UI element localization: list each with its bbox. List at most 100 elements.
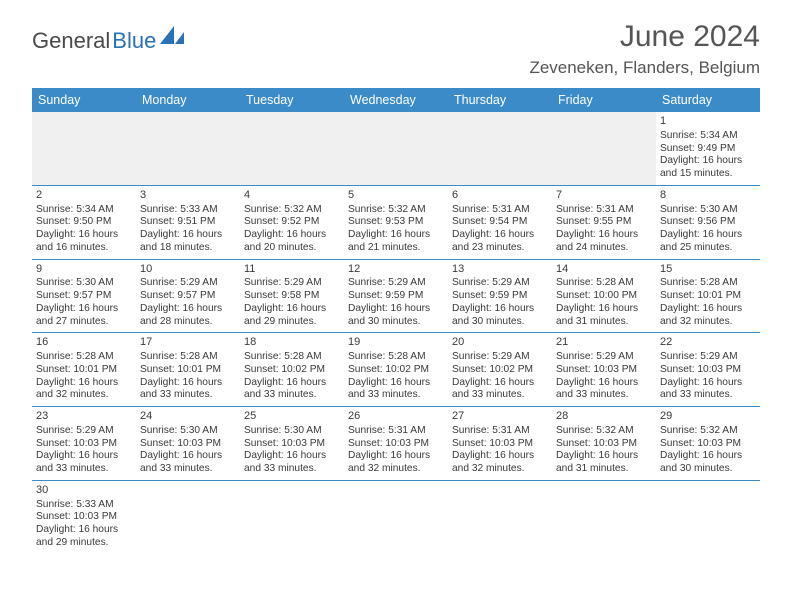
- day-sunset: Sunset: 10:03 PM: [452, 438, 548, 451]
- day-sunset: Sunset: 10:01 PM: [660, 290, 756, 303]
- calendar-week: 16Sunrise: 5:28 AMSunset: 10:01 PMDaylig…: [32, 333, 760, 407]
- day-sunset: Sunset: 9:55 PM: [556, 216, 652, 229]
- day-sunrise: Sunrise: 5:29 AM: [556, 351, 652, 364]
- day-number: 24: [140, 410, 236, 424]
- day-number: 14: [556, 263, 652, 277]
- day-sunrise: Sunrise: 5:29 AM: [36, 425, 132, 438]
- calendar-day-cell: 17Sunrise: 5:28 AMSunset: 10:01 PMDaylig…: [136, 333, 240, 406]
- weekday-label: Thursday: [448, 88, 552, 112]
- calendar-day-cell: 5Sunrise: 5:32 AMSunset: 9:53 PMDaylight…: [344, 186, 448, 259]
- day-number: 5: [348, 189, 444, 203]
- day-sunrise: Sunrise: 5:29 AM: [348, 277, 444, 290]
- day-daylight1: Daylight: 16 hours: [452, 229, 548, 242]
- day-sunrise: Sunrise: 5:32 AM: [660, 425, 756, 438]
- day-sunset: Sunset: 9:59 PM: [452, 290, 548, 303]
- day-daylight2: and 16 minutes.: [36, 242, 132, 255]
- calendar-empty-cell: [136, 112, 240, 185]
- day-sunset: Sunset: 10:02 PM: [452, 364, 548, 377]
- calendar-empty-cell: [656, 481, 760, 554]
- calendar-empty-cell: [552, 112, 656, 185]
- day-sunset: Sunset: 10:03 PM: [36, 438, 132, 451]
- day-daylight2: and 30 minutes.: [348, 316, 444, 329]
- day-daylight2: and 30 minutes.: [660, 463, 756, 476]
- calendar-table: Sunday Monday Tuesday Wednesday Thursday…: [32, 88, 760, 554]
- day-number: 15: [660, 263, 756, 277]
- calendar-empty-cell: [344, 481, 448, 554]
- day-daylight1: Daylight: 16 hours: [140, 303, 236, 316]
- day-sunrise: Sunrise: 5:33 AM: [36, 499, 132, 512]
- calendar-day-cell: 4Sunrise: 5:32 AMSunset: 9:52 PMDaylight…: [240, 186, 344, 259]
- day-daylight1: Daylight: 16 hours: [348, 377, 444, 390]
- sail-icon: [160, 26, 186, 51]
- day-number: 22: [660, 336, 756, 350]
- day-sunrise: Sunrise: 5:34 AM: [36, 204, 132, 217]
- calendar-day-cell: 2Sunrise: 5:34 AMSunset: 9:50 PMDaylight…: [32, 186, 136, 259]
- day-sunrise: Sunrise: 5:29 AM: [452, 351, 548, 364]
- calendar-day-cell: 28Sunrise: 5:32 AMSunset: 10:03 PMDaylig…: [552, 407, 656, 480]
- day-sunrise: Sunrise: 5:31 AM: [556, 204, 652, 217]
- day-daylight2: and 33 minutes.: [36, 463, 132, 476]
- day-sunrise: Sunrise: 5:34 AM: [660, 130, 756, 143]
- day-daylight2: and 29 minutes.: [36, 537, 132, 550]
- day-daylight1: Daylight: 16 hours: [244, 377, 340, 390]
- day-daylight1: Daylight: 16 hours: [36, 524, 132, 537]
- day-sunset: Sunset: 10:03 PM: [140, 438, 236, 451]
- day-number: 25: [244, 410, 340, 424]
- day-sunrise: Sunrise: 5:28 AM: [140, 351, 236, 364]
- day-daylight2: and 32 minutes.: [452, 463, 548, 476]
- day-number: 7: [556, 189, 652, 203]
- day-sunrise: Sunrise: 5:32 AM: [244, 204, 340, 217]
- calendar-empty-cell: [344, 112, 448, 185]
- day-daylight1: Daylight: 16 hours: [660, 303, 756, 316]
- day-sunset: Sunset: 9:57 PM: [140, 290, 236, 303]
- day-daylight2: and 20 minutes.: [244, 242, 340, 255]
- day-sunset: Sunset: 10:03 PM: [348, 438, 444, 451]
- day-sunset: Sunset: 9:52 PM: [244, 216, 340, 229]
- day-sunset: Sunset: 10:03 PM: [36, 511, 132, 524]
- day-daylight2: and 21 minutes.: [348, 242, 444, 255]
- day-daylight2: and 30 minutes.: [452, 316, 548, 329]
- day-sunrise: Sunrise: 5:28 AM: [660, 277, 756, 290]
- calendar-day-cell: 12Sunrise: 5:29 AMSunset: 9:59 PMDayligh…: [344, 260, 448, 333]
- calendar-day-cell: 22Sunrise: 5:29 AMSunset: 10:03 PMDaylig…: [656, 333, 760, 406]
- calendar-empty-cell: [552, 481, 656, 554]
- day-daylight1: Daylight: 16 hours: [556, 377, 652, 390]
- day-number: 18: [244, 336, 340, 350]
- day-number: 8: [660, 189, 756, 203]
- calendar-day-cell: 24Sunrise: 5:30 AMSunset: 10:03 PMDaylig…: [136, 407, 240, 480]
- day-daylight2: and 31 minutes.: [556, 316, 652, 329]
- calendar-day-cell: 18Sunrise: 5:28 AMSunset: 10:02 PMDaylig…: [240, 333, 344, 406]
- day-daylight1: Daylight: 16 hours: [348, 450, 444, 463]
- calendar-day-cell: 3Sunrise: 5:33 AMSunset: 9:51 PMDaylight…: [136, 186, 240, 259]
- weekday-label: Sunday: [32, 88, 136, 112]
- day-daylight2: and 25 minutes.: [660, 242, 756, 255]
- day-sunset: Sunset: 10:01 PM: [140, 364, 236, 377]
- day-sunrise: Sunrise: 5:28 AM: [36, 351, 132, 364]
- day-sunrise: Sunrise: 5:31 AM: [452, 204, 548, 217]
- calendar-week: 23Sunrise: 5:29 AMSunset: 10:03 PMDaylig…: [32, 407, 760, 481]
- day-daylight1: Daylight: 16 hours: [244, 450, 340, 463]
- brand-logo: GeneralBlue: [32, 28, 186, 54]
- day-sunset: Sunset: 10:03 PM: [660, 364, 756, 377]
- month-title: June 2024: [529, 20, 760, 54]
- day-daylight1: Daylight: 16 hours: [348, 229, 444, 242]
- day-daylight2: and 32 minutes.: [36, 389, 132, 402]
- day-sunset: Sunset: 10:02 PM: [244, 364, 340, 377]
- calendar-day-cell: 25Sunrise: 5:30 AMSunset: 10:03 PMDaylig…: [240, 407, 344, 480]
- day-number: 11: [244, 263, 340, 277]
- day-sunrise: Sunrise: 5:30 AM: [140, 425, 236, 438]
- brand-text-2: Blue: [112, 28, 156, 54]
- calendar-day-cell: 20Sunrise: 5:29 AMSunset: 10:02 PMDaylig…: [448, 333, 552, 406]
- calendar-day-cell: 19Sunrise: 5:28 AMSunset: 10:02 PMDaylig…: [344, 333, 448, 406]
- calendar-week: 1Sunrise: 5:34 AMSunset: 9:49 PMDaylight…: [32, 112, 760, 186]
- calendar-day-cell: 21Sunrise: 5:29 AMSunset: 10:03 PMDaylig…: [552, 333, 656, 406]
- calendar-day-cell: 1Sunrise: 5:34 AMSunset: 9:49 PMDaylight…: [656, 112, 760, 185]
- day-daylight1: Daylight: 16 hours: [36, 229, 132, 242]
- calendar-day-cell: 23Sunrise: 5:29 AMSunset: 10:03 PMDaylig…: [32, 407, 136, 480]
- day-sunset: Sunset: 9:56 PM: [660, 216, 756, 229]
- day-sunset: Sunset: 10:03 PM: [556, 438, 652, 451]
- day-sunrise: Sunrise: 5:31 AM: [452, 425, 548, 438]
- day-sunset: Sunset: 10:02 PM: [348, 364, 444, 377]
- day-sunset: Sunset: 9:59 PM: [348, 290, 444, 303]
- title-block: June 2024 Zeveneken, Flanders, Belgium: [529, 20, 760, 78]
